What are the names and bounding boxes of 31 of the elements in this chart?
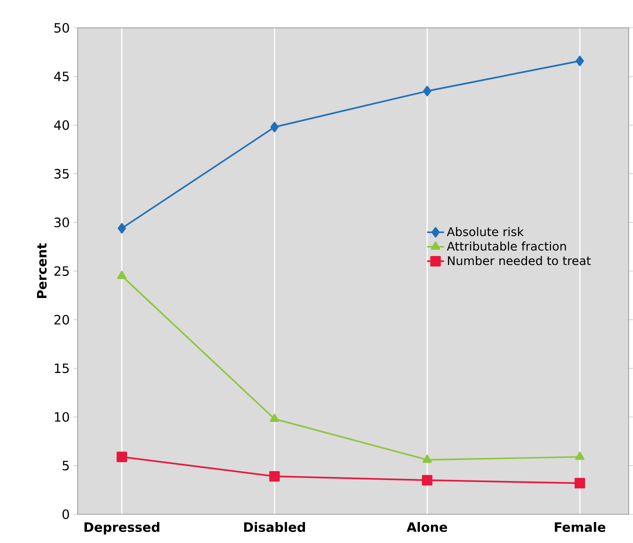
point: [269, 471, 280, 482]
point: [117, 270, 127, 279]
x-tick-label: Alone: [406, 522, 448, 532]
point: [118, 222, 126, 234]
y-tick-label: 35: [54, 168, 69, 179]
point: [270, 414, 280, 422]
x-tick-label: Female: [554, 522, 606, 532]
y-axis-title: Percent: [37, 243, 47, 298]
y-tick-label: 10: [54, 412, 69, 422]
y-tick-label: 5: [62, 460, 69, 470]
point: [576, 56, 584, 66]
legend-label: Absolute risk: [446, 226, 524, 236]
point: [575, 452, 584, 460]
point: [422, 474, 432, 486]
point: [574, 478, 586, 488]
point: [423, 86, 432, 96]
point: [116, 452, 128, 462]
y-tick-label: 20: [54, 314, 69, 325]
x-tick-label: Depressed: [84, 522, 160, 534]
y-tick-label: 50: [54, 22, 69, 33]
y-tick-label: 0: [62, 509, 69, 520]
y-tick-label: 25: [54, 266, 69, 276]
point: [270, 122, 279, 132]
x-tick-label: Disabled: [244, 522, 305, 532]
legend-label: Number needed to treat: [448, 256, 591, 266]
y-tick-label: 40: [54, 120, 69, 130]
y-tick-label: 15: [54, 364, 69, 374]
y-tick-label: 45: [54, 72, 69, 82]
legend-label: Attributable fraction: [446, 241, 566, 251]
point: [422, 454, 432, 463]
y-tick-label: 30: [54, 217, 69, 228]
